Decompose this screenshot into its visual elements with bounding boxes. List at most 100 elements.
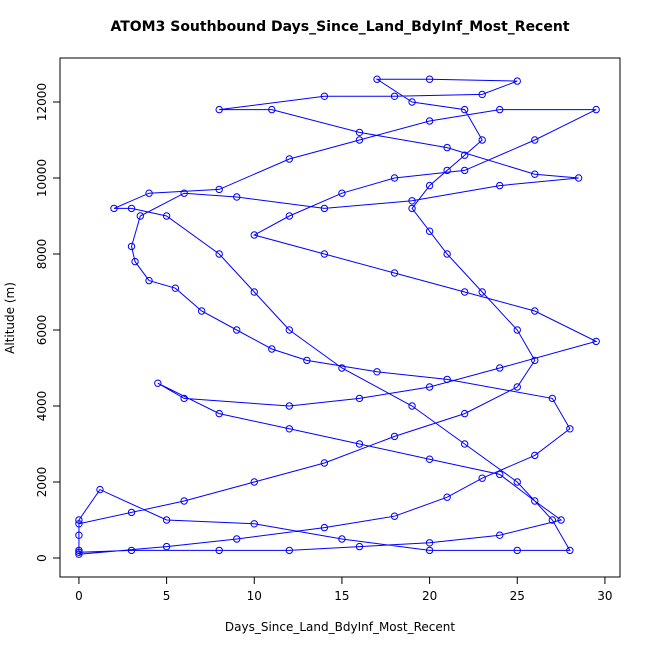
x-tick-label: 5 <box>163 589 171 603</box>
data-point <box>75 520 83 528</box>
data-point <box>496 105 504 114</box>
data-point <box>285 212 294 220</box>
data-point <box>320 250 329 258</box>
data-point <box>162 212 171 220</box>
data-point <box>145 276 153 285</box>
y-axis-label: Altitude (m) <box>3 282 17 354</box>
data-point <box>408 98 416 106</box>
data-point <box>250 288 258 296</box>
x-tick-label: 10 <box>247 589 262 603</box>
y-tick-label: 12000 <box>35 83 49 121</box>
data-point <box>268 345 276 353</box>
data-point <box>425 546 434 555</box>
data-point <box>548 394 557 403</box>
data-point <box>460 166 469 175</box>
data-point <box>408 204 416 213</box>
data-point <box>531 170 539 178</box>
data-point <box>513 326 521 334</box>
data-point <box>496 531 504 539</box>
data-point <box>496 364 504 372</box>
data-point <box>233 326 241 334</box>
data-point <box>162 542 171 551</box>
data-point <box>268 105 276 114</box>
data-point <box>496 181 504 190</box>
data-point <box>566 546 574 555</box>
data-point <box>285 326 294 334</box>
data-point <box>557 516 565 524</box>
data-point <box>215 185 223 194</box>
data-point <box>127 508 136 517</box>
data-point <box>355 128 364 137</box>
data-point <box>75 516 83 524</box>
data-point <box>320 459 329 467</box>
data-point <box>355 136 364 144</box>
data-point <box>127 546 136 555</box>
data-point <box>478 136 486 144</box>
data-point <box>96 485 104 494</box>
data-point <box>425 539 434 547</box>
data-point <box>285 155 294 163</box>
data-point <box>250 478 258 486</box>
y-tick-label: 4000 <box>35 391 49 422</box>
data-point <box>531 497 539 505</box>
data-point <box>180 189 188 197</box>
data-point <box>250 231 258 239</box>
data-point <box>390 512 399 520</box>
y-tick-label: 0 <box>35 554 49 562</box>
data-point <box>373 368 381 376</box>
data-point <box>110 204 118 213</box>
data-point <box>303 356 311 365</box>
data-point <box>531 451 539 460</box>
data-point <box>145 189 153 197</box>
data-point <box>233 193 241 201</box>
data-point <box>215 546 223 555</box>
data-point <box>154 379 162 387</box>
data-point <box>513 77 521 85</box>
data-point <box>443 166 451 175</box>
data-point <box>513 383 521 391</box>
data-point <box>531 307 539 315</box>
data-point <box>285 402 294 410</box>
data-point <box>478 474 486 482</box>
data-point <box>460 288 469 296</box>
y-tick-label: 10000 <box>35 159 49 197</box>
data-point <box>180 497 188 505</box>
data-point <box>425 227 434 235</box>
data-point <box>215 105 223 114</box>
data-line <box>78 78 598 555</box>
data-point <box>355 542 364 551</box>
chart-title: ATOM3 Southbound Days_Since_Land_BdyInf_… <box>110 19 569 35</box>
data-point <box>496 470 504 479</box>
data-point <box>127 242 136 251</box>
data-point <box>338 189 346 197</box>
data-point <box>513 478 521 486</box>
data-point <box>425 455 434 463</box>
data-point <box>233 535 241 543</box>
data-point <box>75 548 83 557</box>
data-point <box>285 546 294 555</box>
x-tick-label: 30 <box>597 589 612 603</box>
data-point <box>425 117 434 125</box>
data-point <box>478 288 486 296</box>
data-point <box>460 409 469 418</box>
data-point <box>215 250 223 258</box>
data-point <box>131 257 139 266</box>
data-point <box>443 143 451 152</box>
x-tick-label: 25 <box>510 589 525 603</box>
data-point <box>75 531 83 539</box>
data-point <box>127 204 136 213</box>
data-point <box>478 90 486 99</box>
x-tick-label: 20 <box>422 589 437 603</box>
data-point <box>215 409 223 418</box>
data-point <box>408 197 416 205</box>
data-point <box>355 394 364 403</box>
data-point <box>180 394 188 403</box>
data-point <box>548 516 557 524</box>
data-point <box>171 284 180 292</box>
data-point <box>355 440 364 448</box>
x-axis-label: Days_Since_Land_BdyInf_Most_Recent <box>225 620 455 634</box>
data-point <box>75 546 83 555</box>
data-point <box>443 375 451 384</box>
data-point <box>425 75 434 83</box>
